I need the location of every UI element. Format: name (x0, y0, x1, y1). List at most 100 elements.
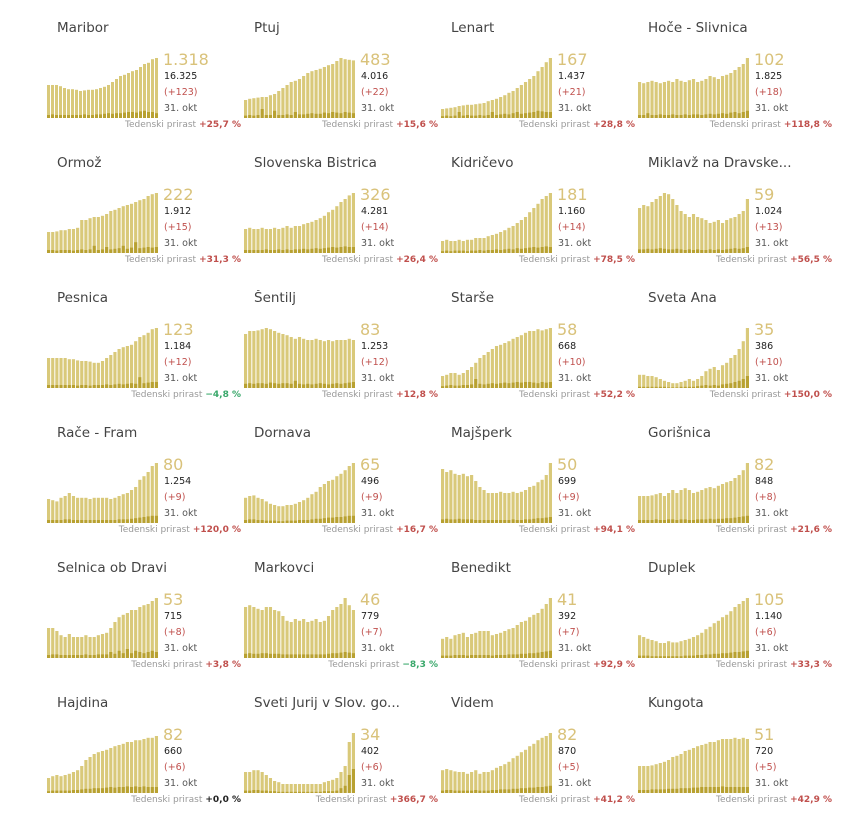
active-cases-bar (503, 230, 507, 253)
new-cases-bar (105, 787, 109, 793)
new-cases-bar (528, 519, 532, 523)
new-cases-bar (478, 520, 482, 523)
active-cases-bar (725, 614, 729, 658)
new-cases-value: (+6) (755, 627, 777, 638)
new-cases-bar (277, 521, 281, 523)
new-cases-bar (129, 518, 134, 523)
active-cases-bar (708, 742, 712, 793)
active-cases-bar (51, 776, 55, 793)
new-cases-bar (285, 654, 289, 658)
active-cases-bar (733, 737, 737, 793)
active-cases-bar (671, 383, 675, 388)
new-cases-bar (725, 113, 729, 118)
active-cases-bar (729, 73, 733, 118)
new-cases-bar (519, 248, 523, 253)
weekly-change: Tedenski prirast +366,7 % (316, 795, 438, 805)
active-cases-bar (84, 760, 88, 793)
municipality-title: Rače - Fram (57, 425, 138, 441)
new-cases-bar (453, 790, 457, 793)
new-cases-bar (490, 655, 494, 658)
new-cases-bar (80, 789, 84, 793)
new-cases-bar (252, 250, 256, 253)
new-cases-bar (457, 790, 461, 793)
new-cases-bar (499, 250, 503, 253)
active-cases-bar (285, 784, 289, 793)
active-cases-bar (289, 337, 293, 388)
new-cases-bar (461, 385, 465, 388)
active-cases-bar (244, 229, 248, 253)
active-cases-bar (679, 211, 683, 253)
active-cases-bar (548, 58, 552, 118)
active-cases-bar (544, 329, 548, 388)
new-cases-bar (548, 382, 552, 388)
active-cases-bar (696, 379, 700, 388)
new-cases-bar (687, 520, 691, 523)
new-cases-bar (310, 791, 314, 793)
active-cases-bar (59, 358, 63, 388)
weekly-change-value: +15,6 % (396, 120, 438, 130)
municipality-title: Kidričevo (451, 155, 514, 171)
new-cases-bar (474, 520, 478, 523)
active-cases-bar (96, 217, 100, 253)
new-cases-bar (494, 249, 499, 253)
new-cases-value: (+8) (755, 492, 777, 503)
active-cases-bar (700, 218, 704, 253)
new-cases-bar (716, 249, 720, 253)
sparkbar-chart (47, 463, 158, 523)
active-cases-bar (494, 767, 499, 793)
new-cases-bar (667, 519, 671, 523)
new-cases-bar (293, 654, 297, 658)
active-cases-bar (150, 466, 154, 523)
weekly-change: Tedenski prirast +42,9 % (716, 795, 832, 805)
new-cases-bar (712, 114, 716, 118)
new-cases-bar (314, 248, 318, 253)
new-cases-bar (696, 386, 700, 388)
new-cases-bar (146, 382, 150, 388)
new-cases-bar (142, 247, 146, 253)
active-cases-bar (302, 619, 306, 658)
new-cases-bar (293, 112, 297, 118)
active-cases-bar (470, 772, 474, 793)
municipality-title: Kungota (648, 695, 704, 711)
active-cases-bar (131, 71, 134, 118)
active-cases-bar (331, 479, 335, 523)
active-cases-bar (675, 642, 679, 658)
new-cases-bar (540, 111, 544, 118)
new-cases-bar (285, 791, 289, 793)
new-cases-bar (733, 112, 737, 118)
active-cases-bar (646, 206, 650, 253)
new-cases-bar (646, 655, 650, 658)
new-cases-bar (129, 383, 134, 388)
active-cases-bar (445, 769, 449, 793)
active-cases-bar (138, 200, 142, 253)
active-cases-bar (499, 344, 503, 388)
active-cases-bar (273, 227, 277, 253)
new-cases-bar (490, 790, 494, 793)
new-cases-value: (+10) (755, 357, 783, 368)
new-cases-bar (92, 520, 96, 523)
municipality-title: Hajdina (57, 695, 109, 711)
active-cases-bar (281, 784, 285, 793)
new-cases-bar (515, 788, 519, 793)
active-cases-bar (264, 775, 268, 793)
weekly-change-value: +42,9 % (790, 795, 832, 805)
active-cases-bar (536, 482, 540, 523)
active-cases-bar (662, 643, 667, 658)
new-cases-bar (343, 516, 347, 523)
new-cases-bar (650, 520, 654, 523)
active-cases-bar (716, 620, 720, 658)
new-cases-bar (696, 519, 700, 523)
municipality-panel: Miklavž na Dravske... 59 1.024 (+13) 31. okt… (638, 143, 832, 268)
cumulative-cases-value: 660 (164, 746, 183, 757)
new-cases-bar (260, 790, 264, 793)
active-cases-bar (540, 479, 544, 523)
municipality-panel: Ormož 222 1.912 (+15) 31. okt Tedenski priras… (47, 143, 241, 268)
new-cases-bar (658, 386, 662, 388)
active-cases-bar (111, 82, 114, 118)
cumulative-cases-value: 779 (361, 611, 380, 622)
active-cases-bar (331, 610, 335, 658)
weekly-change-value: +12,8 % (396, 390, 438, 400)
active-cases-bar (277, 506, 281, 523)
active-cases-bar (256, 608, 260, 658)
active-cases-value: 82 (163, 725, 184, 744)
